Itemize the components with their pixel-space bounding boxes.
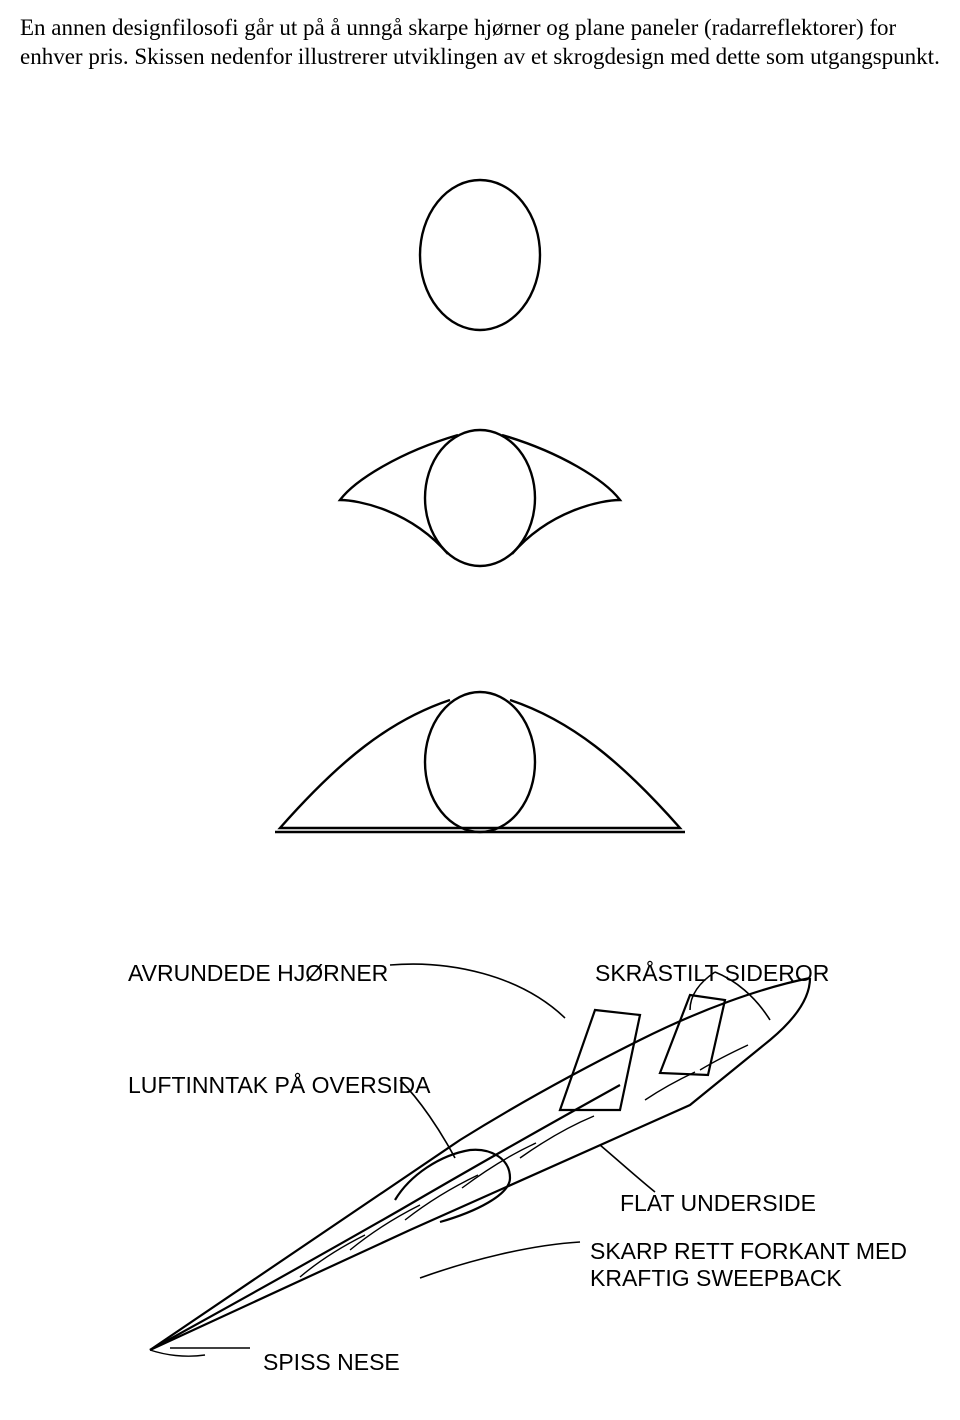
label-pointed-nose: SPISS NESE [263,1349,400,1376]
cross-section-2 [340,430,620,566]
label-canted-rudder: SKRÅSTILT SIDEROR [595,960,829,987]
label-sharp-leading-edge: SKARP RETT FORKANT MED KRAFTIG SWEEPBACK [590,1238,907,1292]
label-flat-underside: FLAT UNDERSIDE [620,1190,816,1217]
cross-section-3 [275,692,685,832]
label-top-intake: LUFTINNTAK PÅ OVERSIDA [128,1072,430,1099]
label-rounded-corners: AVRUNDEDE HJØRNER [128,960,388,987]
aircraft-outline [150,978,810,1356]
page: En annen designfilosofi går ut på å unng… [0,0,960,1382]
cross-section-1 [420,180,540,330]
cross-section-figure [0,0,960,900]
